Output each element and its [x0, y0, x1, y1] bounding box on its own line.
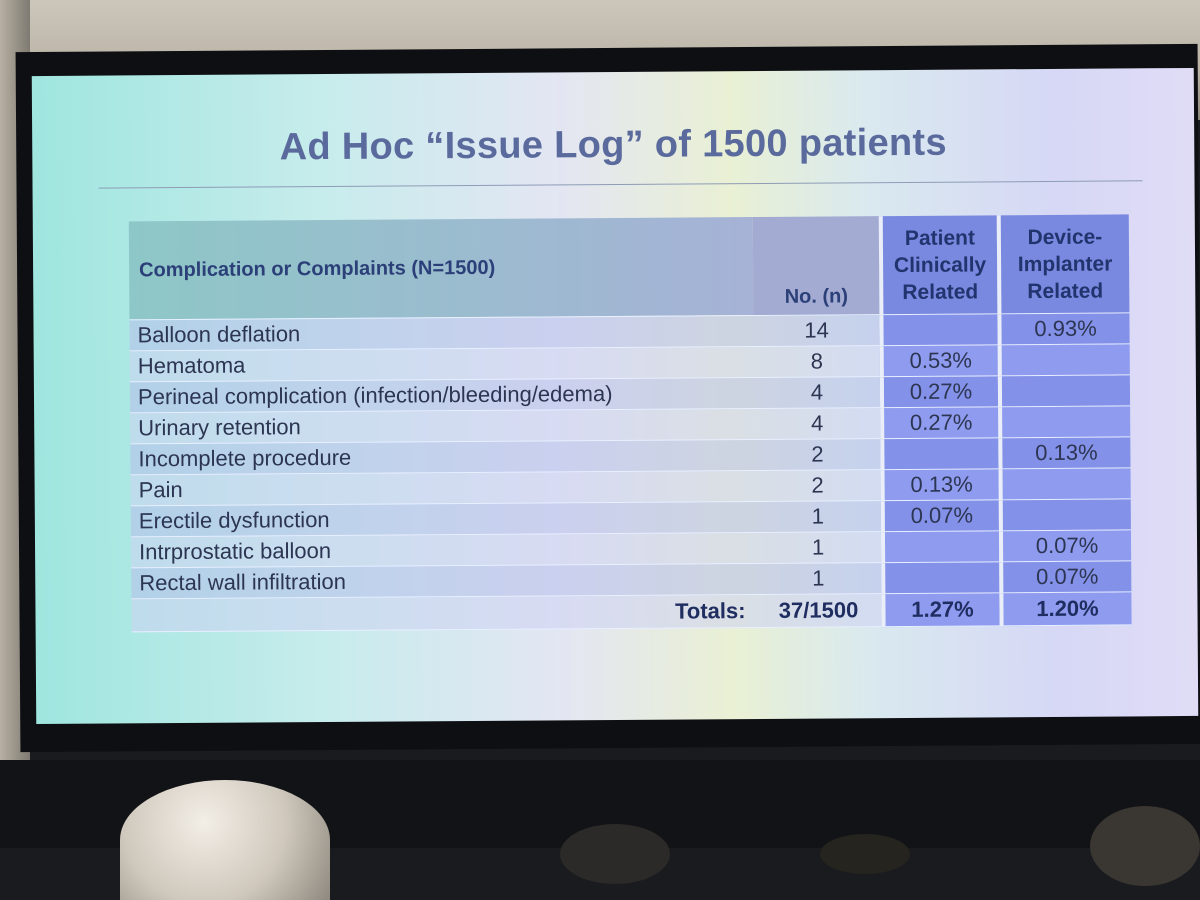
header-count: No. (n) [752, 216, 880, 317]
row-patient-pct: 0.07% [880, 500, 999, 533]
totals-label: Totals: [131, 595, 756, 633]
header-patient-line-1: Patient [904, 225, 975, 250]
row-count: 2 [754, 439, 881, 472]
row-device-pct [997, 375, 1131, 408]
row-complication: Hematoma [129, 347, 754, 383]
row-complication: Intrprostatic balloon [130, 533, 756, 569]
header-patient-line-3: Related [902, 279, 979, 304]
header-complication: Complication or Complaints (N=1500) [128, 217, 754, 321]
table-header-row: Complication or Complaints (N=1500) No. … [128, 214, 1130, 321]
audience-head [820, 834, 910, 874]
row-count: 4 [754, 408, 881, 441]
row-patient-pct: 0.27% [879, 376, 999, 409]
title-divider [98, 180, 1143, 189]
row-device-pct [998, 406, 1131, 439]
header-patient-related: Patient Clinically Related [878, 215, 998, 316]
header-device-related: Device- Implanter Related [996, 214, 1130, 315]
totals-count: 37/1500 [755, 594, 882, 629]
row-count: 1 [755, 563, 882, 596]
header-patient-line-2: Clinically [893, 252, 987, 277]
totals-row: Totals: 37/1500 1.27% 1.20% [131, 592, 1132, 633]
audience-head [560, 824, 670, 884]
audience-head [120, 780, 330, 900]
row-count: 1 [754, 532, 882, 565]
header-device-line-1: Device- [1027, 225, 1103, 249]
row-count: 8 [753, 346, 880, 379]
row-patient-pct: 0.27% [880, 407, 999, 440]
row-complication: Urinary retention [130, 409, 755, 445]
row-count: 1 [754, 501, 881, 534]
issue-log-table: Complication or Complaints (N=1500) No. … [128, 214, 1132, 633]
row-count: 14 [753, 315, 880, 348]
audience-head [1090, 806, 1200, 886]
totals-device-pct: 1.20% [999, 592, 1132, 627]
row-complication: Incomplete procedure [130, 440, 755, 476]
row-patient-pct: 0.53% [879, 345, 998, 378]
header-device-line-3: Related [1027, 279, 1104, 303]
row-device-pct [998, 499, 1131, 532]
totals-patient-pct: 1.27% [881, 593, 1000, 628]
row-patient-pct [880, 531, 1000, 564]
row-patient-pct: 0.13% [880, 469, 999, 502]
row-device-pct: 0.13% [998, 437, 1131, 470]
slide-title: Ad Hoc “Issue Log” of 1500 patients [279, 121, 947, 169]
row-device-pct [997, 344, 1130, 377]
row-patient-pct [879, 314, 998, 347]
row-complication: Rectal wall infiltration [131, 564, 756, 600]
row-device-pct [998, 468, 1131, 501]
row-patient-pct [880, 438, 999, 471]
issue-log-table-container: Complication or Complaints (N=1500) No. … [128, 214, 1132, 633]
row-complication: Pain [130, 471, 755, 507]
row-device-pct: 0.93% [997, 313, 1130, 346]
header-device-line-2: Implanter [1017, 252, 1113, 276]
row-device-pct: 0.07% [998, 530, 1132, 563]
slide: Ad Hoc “Issue Log” of 1500 patients Comp… [31, 67, 1199, 725]
row-device-pct: 0.07% [999, 561, 1132, 594]
row-complication: Erectile dysfunction [130, 502, 755, 538]
row-count: 2 [754, 470, 881, 503]
row-count: 4 [753, 377, 881, 410]
row-patient-pct [881, 562, 1000, 595]
row-complication: Balloon deflation [129, 316, 754, 352]
row-complication: Perineal complication (infection/bleedin… [129, 378, 755, 414]
